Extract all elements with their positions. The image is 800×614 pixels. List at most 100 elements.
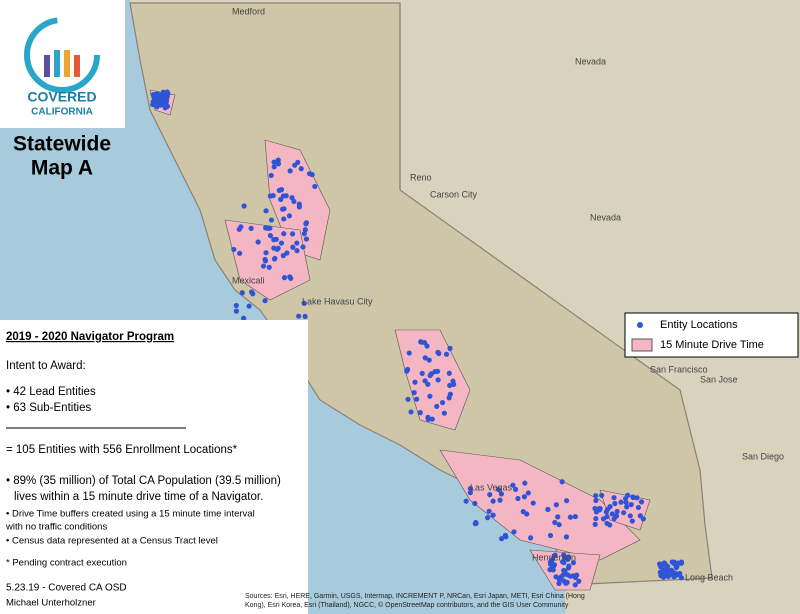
entity-dot bbox=[637, 513, 643, 519]
entity-dot bbox=[260, 263, 267, 269]
entity-dot bbox=[446, 395, 452, 401]
entity-dot bbox=[621, 510, 627, 516]
entity-dot bbox=[561, 567, 567, 574]
place-label: Mexicali bbox=[232, 275, 265, 285]
entity-dot bbox=[567, 514, 574, 520]
entity-dot bbox=[490, 512, 496, 518]
entity-dot bbox=[473, 519, 479, 526]
entity-dot bbox=[296, 204, 302, 210]
entity-dot bbox=[246, 303, 252, 309]
entity-dot bbox=[572, 582, 578, 588]
entity-dot bbox=[635, 504, 641, 511]
logo-people bbox=[44, 50, 80, 77]
entity-dot bbox=[155, 97, 162, 103]
entity-dot bbox=[231, 246, 237, 253]
info-text: Intent to Award: bbox=[6, 360, 86, 372]
entity-dot bbox=[443, 351, 450, 357]
entity-dot bbox=[287, 168, 293, 174]
entity-dot bbox=[233, 302, 239, 309]
map-title: Map A bbox=[31, 157, 93, 180]
entity-dot bbox=[547, 532, 554, 539]
entity-dot bbox=[521, 494, 528, 500]
sources: Kong), Esri Korea, Esri (Thailand), NGCC… bbox=[245, 601, 569, 609]
entity-dot bbox=[490, 498, 496, 504]
info-panel bbox=[0, 320, 308, 614]
entity-dot bbox=[419, 370, 425, 376]
entity-dot bbox=[609, 511, 615, 517]
legend bbox=[624, 312, 799, 358]
entity-dot bbox=[611, 516, 617, 522]
entity-dot bbox=[289, 195, 295, 201]
entity-dot bbox=[552, 552, 558, 558]
entity-dot bbox=[159, 91, 165, 97]
entity-dot bbox=[267, 233, 274, 239]
entity-dot bbox=[248, 225, 254, 232]
entity-dot bbox=[301, 300, 307, 306]
entity-dot bbox=[592, 521, 598, 527]
entity-dot bbox=[301, 231, 307, 237]
entity-dot bbox=[634, 495, 640, 501]
entity-dot bbox=[502, 532, 508, 538]
entity-dot bbox=[271, 256, 278, 262]
entity-dot bbox=[510, 482, 516, 488]
entity-dot bbox=[303, 221, 309, 227]
legend-swatch bbox=[631, 338, 653, 352]
entity-dot bbox=[673, 565, 679, 571]
sources: Sources: Esri, HERE, Garmin, USGS, Inter… bbox=[245, 593, 585, 600]
entity-dot bbox=[298, 166, 304, 172]
entity-dot bbox=[302, 227, 308, 233]
entity-dot bbox=[668, 567, 674, 573]
entity-dot bbox=[287, 274, 293, 280]
entity-dot bbox=[522, 480, 528, 486]
logo-box bbox=[0, 0, 125, 128]
entity-dot bbox=[515, 495, 521, 502]
entity-dot bbox=[150, 99, 156, 105]
entity-dot bbox=[467, 485, 474, 492]
entity-dot bbox=[162, 104, 169, 110]
entity-dot bbox=[278, 240, 285, 246]
entity-dot bbox=[675, 560, 681, 566]
entity-dot bbox=[472, 500, 478, 507]
entity-dot bbox=[553, 574, 559, 580]
entity-dot bbox=[565, 565, 572, 571]
legend-dot bbox=[637, 322, 643, 328]
entity-dot bbox=[593, 497, 599, 504]
info-text: • Census data represented at a Census Tr… bbox=[6, 536, 218, 547]
logo-text: CALIFORNIA bbox=[31, 107, 93, 118]
entity-dot bbox=[561, 552, 567, 558]
place-label: Nevada bbox=[590, 212, 621, 222]
entity-dot bbox=[614, 508, 620, 515]
entity-dot bbox=[556, 580, 562, 587]
entity-dot bbox=[263, 250, 269, 256]
entity-dot bbox=[559, 479, 565, 485]
place-label: Medford bbox=[232, 6, 265, 16]
entity-dot bbox=[663, 565, 670, 572]
entity-dot bbox=[163, 97, 170, 104]
entity-dot bbox=[563, 498, 570, 504]
place-label: San Diego bbox=[742, 451, 784, 461]
legend-label: 15 Minute Drive Time bbox=[660, 339, 764, 351]
entity-dot bbox=[630, 494, 636, 501]
place-label: Long Beach bbox=[685, 572, 733, 582]
entity-dot bbox=[525, 490, 531, 496]
info-text: lives within a 15 minute drive time of a… bbox=[14, 491, 263, 503]
entity-dot bbox=[294, 240, 300, 246]
entity-dot bbox=[150, 91, 156, 98]
logo-text: COVERED bbox=[27, 89, 96, 105]
place-label: Lake Havasu City bbox=[302, 296, 373, 306]
entity-dot bbox=[421, 339, 428, 346]
entity-dot bbox=[262, 298, 268, 304]
entity-dot bbox=[463, 498, 469, 504]
entity-dot bbox=[408, 409, 414, 415]
entity-dot bbox=[530, 500, 536, 506]
entity-dot bbox=[294, 248, 300, 254]
entity-dot bbox=[669, 559, 675, 565]
entity-dot bbox=[660, 569, 666, 575]
entity-dot bbox=[280, 193, 286, 199]
entity-dot bbox=[593, 515, 599, 522]
info-text: • 42 Lead Entities bbox=[6, 386, 96, 398]
info-text: = 105 Entities with 556 Enrollment Locat… bbox=[6, 444, 238, 456]
entity-dot bbox=[263, 208, 269, 214]
